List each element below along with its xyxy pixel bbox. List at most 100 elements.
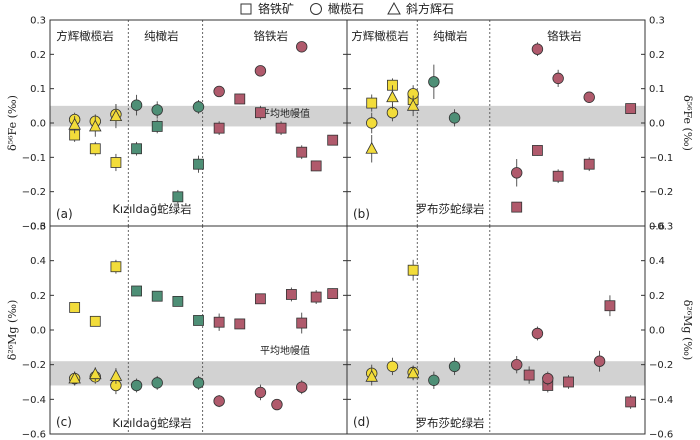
- chromitite-olivine-point: [531, 327, 544, 340]
- legend-square-marker: [240, 3, 252, 15]
- y-tick-label: −0.1: [22, 153, 46, 164]
- dunite-olivine-point: [151, 377, 163, 389]
- legend-triangle-marker: [387, 1, 401, 15]
- y-axis-titles: δ⁵⁶Fe (‰) δ⁵⁶Fe (‰) δ²⁶Mg (‰) δ²⁶Mg (‰): [6, 95, 694, 360]
- harzburgite-orthopyroxene-point: [386, 90, 399, 103]
- legend: 铬铁矿 橄榄石 斜方辉石: [240, 1, 454, 16]
- legend-circle-marker: [310, 3, 322, 15]
- harzburgite-orthopyroxene-point: [365, 369, 378, 382]
- legend-item-circle: 橄榄石: [310, 1, 364, 16]
- harzburgite-olivine-point: [366, 117, 378, 129]
- panel-a: −0.3 −0.2 −0.1 0.0 0.1 0.2 0.3 方辉橄榄岩 纯橄岩 铬铁岩平均地幔值…: [22, 16, 348, 233]
- harzburgite-orthopyroxene-point: [406, 98, 420, 111]
- chromitite-olivine-point: [511, 358, 523, 371]
- dunite-olivine-point: [192, 377, 205, 389]
- rock-section-label: 铬铁岩: [547, 29, 582, 43]
- chromitite-chromite-point: [563, 376, 574, 388]
- chromitite-olivine-point: [213, 395, 225, 407]
- chromitite-chromite-point: [234, 318, 246, 330]
- chromitite-chromite-point: [625, 396, 637, 408]
- panel-label: (c): [56, 415, 72, 429]
- harzburgite-orthopyroxene-point: [68, 117, 81, 130]
- y-tick-label: −0.1: [649, 153, 673, 164]
- y-axis-title: δ⁵⁶Fe (‰): [681, 95, 694, 151]
- harzburgite-orthopyroxene-point: [406, 366, 420, 379]
- dunite-chromite-point: [131, 143, 142, 155]
- chromitite-olivine-point: [542, 372, 554, 385]
- harzburgite-orthopyroxene-point: [68, 371, 81, 384]
- chromitite-chromite-point: [552, 170, 564, 182]
- y-tick-label: 0.0: [649, 326, 665, 337]
- chromitite-chromite-point: [310, 160, 322, 172]
- harzburgite-orthopyroxene-point: [109, 109, 123, 122]
- legend-label: 铬铁矿: [258, 1, 294, 16]
- panel-d: −0.6 −0.4 −0.2 0.0 0.2 0.4 0.6 (d) 罗布莎蛇绿岩: [346, 222, 673, 440]
- harzburgite-chromite-point: [110, 261, 122, 273]
- y-tick-label: −0.2: [649, 187, 673, 198]
- chromitite-chromite-point: [511, 201, 523, 213]
- chromitite-chromite-point: [275, 122, 287, 134]
- harzburgite-chromite-point: [110, 157, 122, 168]
- rock-section-label: 纯橄岩: [433, 29, 468, 43]
- harzburgite-orthopyroxene-point: [109, 369, 123, 381]
- y-tick-label: 0.0: [30, 326, 46, 337]
- ophiolite-label: 罗布莎蛇绿岩: [416, 202, 485, 216]
- y-tick-label: 0.2: [649, 50, 665, 61]
- y-tick-label: 0.2: [30, 291, 46, 302]
- harzburgite-olivine-point: [386, 360, 399, 373]
- chromitite-chromite-point: [327, 288, 339, 300]
- chromitite-olivine-point: [296, 41, 308, 53]
- harzburgite-chromite-point: [89, 143, 101, 155]
- harzburgite-chromite-point: [89, 315, 101, 327]
- chromitite-chromite-point: [213, 316, 225, 328]
- dunite-chromite-point: [172, 191, 184, 203]
- y-tick-label: −0.3: [649, 222, 673, 233]
- dunite-olivine-point: [130, 99, 143, 111]
- dunite-chromite-point: [193, 158, 204, 170]
- rock-section-label: 方辉橄榄岩: [351, 29, 409, 43]
- panel-frame: [346, 225, 646, 435]
- chromitite-chromite-point: [625, 103, 637, 114]
- y-tick-label: 0.4: [30, 256, 46, 267]
- dunite-olivine-point: [428, 76, 440, 88]
- panel-frame: [49, 225, 348, 435]
- y-tick-label: 0.0: [30, 119, 46, 130]
- chromitite-olivine-point: [552, 72, 564, 85]
- dunite-olivine-point: [428, 374, 440, 386]
- y-tick-label: 0.6: [649, 222, 665, 233]
- y-tick-label: −0.2: [22, 360, 46, 371]
- harzburgite-chromite-point: [69, 302, 81, 313]
- harzburgite-orthopyroxene-point: [89, 119, 102, 132]
- chromitite-olivine-point: [213, 85, 225, 98]
- y-tick-label: −0.6: [22, 430, 46, 440]
- ophiolite-label: Kızıldağ蛇绿岩: [112, 202, 191, 216]
- chromitite-chromite-point: [532, 145, 543, 156]
- y-tick-label: 0.1: [649, 84, 665, 95]
- chromitite-chromite-point: [523, 369, 535, 381]
- y-tick-label: −0.4: [649, 395, 673, 406]
- harzburgite-chromite-point: [366, 97, 378, 109]
- chromitite-olivine-point: [271, 398, 283, 411]
- y-tick-label: −0.2: [22, 187, 46, 198]
- chromitite-olivine-point: [254, 65, 267, 77]
- chromitite-olivine-point: [531, 43, 544, 55]
- dunite-chromite-point: [172, 295, 184, 307]
- dunite-olivine-point: [448, 360, 461, 373]
- y-tick-label: 0.2: [649, 291, 665, 302]
- band-label: 平均地幔值: [260, 344, 310, 357]
- ophiolite-label: Kızıldağ蛇绿岩: [112, 416, 191, 430]
- y-tick-label: −0.4: [22, 395, 46, 406]
- y-tick-label: 0.3: [30, 16, 46, 27]
- rock-section-label: 铬铁岩: [254, 29, 289, 43]
- y-tick-label: 0.6: [30, 222, 46, 233]
- y-tick-label: −0.3: [22, 222, 46, 233]
- y-axis-title: δ⁵⁶Fe (‰): [6, 95, 19, 151]
- chromitite-chromite-point: [296, 317, 308, 329]
- chromitite-chromite-point: [255, 107, 266, 119]
- y-tick-label: 0.0: [649, 119, 665, 130]
- legend-label: 橄榄石: [328, 1, 364, 16]
- harzburgite-orthopyroxene-point: [89, 367, 102, 380]
- chromitite-olivine-point: [583, 91, 595, 103]
- chromitite-olivine-point: [254, 386, 267, 399]
- y-tick-label: 0.1: [30, 84, 46, 95]
